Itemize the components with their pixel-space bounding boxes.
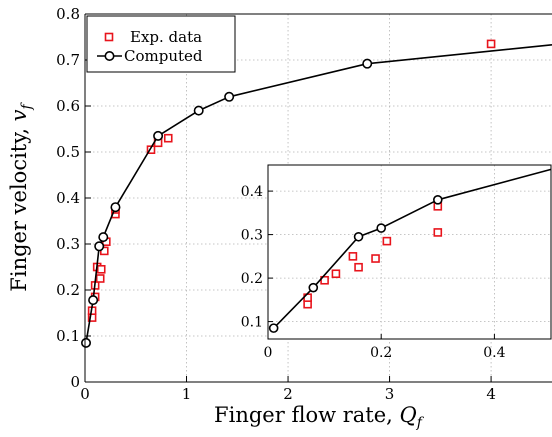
inset-y-tick-label-0: 0.1 (241, 315, 263, 331)
main-point-exp-data-13 (163, 133, 173, 143)
main-point-computed-6 (193, 105, 204, 116)
main-point-computed-2 (94, 241, 105, 252)
inset-point-exp-data-3 (331, 269, 341, 279)
main-y-tick-label-5: 0.5 (56, 143, 80, 161)
inset-point-exp-data-6 (371, 254, 380, 263)
inset-point-computed-2 (353, 231, 364, 242)
inset-point-exp-data-7 (382, 236, 392, 246)
inset-point-computed-4 (432, 195, 443, 205)
main-y-tick-label-6: 0.6 (56, 97, 80, 115)
inset-point-computed-3 (376, 223, 387, 233)
inset-point-exp-data-2 (320, 275, 329, 285)
main-point-computed-5 (153, 130, 164, 141)
main-point-computed-3 (98, 232, 109, 243)
inset-series (268, 168, 552, 333)
main-y-tick-label-1: 0.1 (56, 327, 80, 345)
main-x-tick-label-3: 3 (385, 385, 395, 403)
inset-point-exp-data-5 (354, 262, 363, 272)
inset-y-tick-label-2: 0.3 (241, 228, 263, 244)
y-axis-title-text: Finger velocity, (7, 121, 31, 291)
main-x-tick-label-4: 4 (486, 385, 496, 403)
main-y-tick-label-7: 0.7 (56, 51, 80, 69)
inset-y-tick-label-1: 0.2 (241, 271, 263, 287)
main-x-tick-label-0: 0 (80, 385, 90, 403)
y-axis-title-symbol: v (7, 109, 31, 121)
legend-marker-computed (104, 50, 115, 61)
inset-point-computed-0 (268, 323, 279, 333)
inset-plot: 0 0.2 0.4 0.1 0.2 0.3 0.4 (241, 164, 552, 361)
main-line-computed (85, 44, 552, 344)
x-axis-title-subscript: f (416, 415, 425, 431)
main-point-computed-4 (110, 202, 121, 213)
main-y-tick-label-2: 0.2 (56, 281, 80, 299)
main-y-tick-label-0: 0 (70, 373, 80, 391)
y-axis-title: Finger velocity, vf (7, 101, 35, 291)
main-point-computed-8 (362, 58, 373, 69)
inset-grid (268, 165, 551, 339)
main-x-tick-label-2: 2 (283, 385, 293, 403)
legend-box (86, 15, 236, 73)
inset-x-tick-label-0: 0 (264, 345, 273, 361)
legend: Exp. data Computed (86, 15, 236, 73)
main-series (81, 39, 552, 348)
inset-point-exp-data-4 (348, 252, 358, 261)
legend-marker-exp-data (104, 32, 114, 42)
main-point-exp-data-6 (96, 264, 106, 274)
inset-ticks: 0 0.2 0.4 0.1 0.2 0.3 0.4 (241, 184, 506, 361)
main-point-exp-data-5 (95, 274, 105, 283)
main-y-tick-label-4: 0.4 (56, 189, 80, 207)
main-y-tick-label-8: 0.8 (56, 5, 80, 23)
main-point-computed-1 (88, 295, 99, 306)
main-point-computed-7 (224, 91, 235, 102)
inset-point-exp-data-8 (433, 228, 443, 237)
inset-point-computed-1 (308, 282, 319, 293)
inset-line-computed (273, 168, 552, 329)
inset-x-tick-label-2: 0.4 (483, 345, 505, 361)
x-axis-title-symbol: Q (400, 403, 417, 427)
main-point-exp-data-11 (146, 145, 156, 154)
main-x-tick-label-1: 1 (182, 385, 192, 403)
inset-frame (267, 164, 552, 340)
inset-x-tick-label-1: 0.2 (370, 345, 392, 361)
legend-label-computed: Computed (124, 47, 203, 65)
y-axis-title-subscript: f (19, 101, 35, 110)
main-point-exp-data-14 (486, 39, 496, 49)
inset-plot-area (268, 165, 551, 339)
main-point-computed-0 (81, 337, 92, 348)
x-axis-title-text: Finger flow rate, (214, 403, 399, 427)
main-y-tick-label-3: 0.3 (56, 235, 80, 253)
x-axis-title: Finger flow rate, Qf (214, 403, 425, 431)
inset-y-tick-label-3: 0.4 (241, 184, 263, 200)
main-ticks: 0 1 2 3 400.10.20.30.40.50.60.70.8 (56, 5, 496, 403)
legend-label-exp-data: Exp. data (130, 28, 202, 46)
